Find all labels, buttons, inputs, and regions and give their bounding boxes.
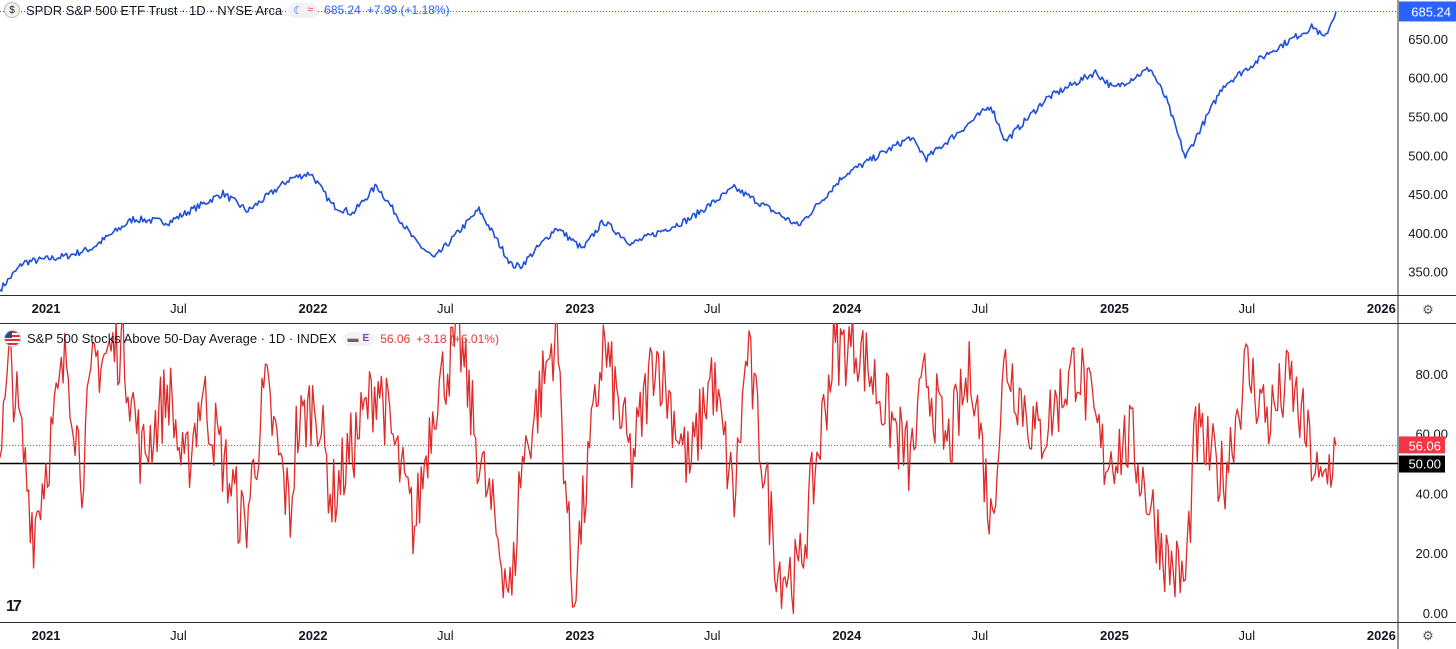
price-tick-label: 400.00 bbox=[1408, 226, 1448, 241]
price-tick-label: 500.00 bbox=[1408, 148, 1448, 163]
price-tick-label: 650.00 bbox=[1408, 32, 1448, 47]
time-tick-label: 2026 bbox=[1367, 628, 1396, 643]
time-tick-label: Jul bbox=[1238, 628, 1255, 643]
time-tick-label: Jul bbox=[704, 628, 721, 643]
us-flag-icon bbox=[4, 330, 21, 347]
breadth-legend: S&P 500 Stocks Above 50-Day Average · 1D… bbox=[4, 330, 499, 347]
price-legend: $ SPDR S&P 500 ETF Trust · 1D · NYSE Arc… bbox=[4, 2, 450, 18]
price-pane[interactable]: 350.00 400.00 450.00 500.00 550.00 600.00 650.… bbox=[0, 0, 1456, 295]
breadth-last-value: 56.06 bbox=[380, 331, 411, 346]
breadth-tick-label: 80.00 bbox=[1415, 367, 1448, 382]
price-tick-label: 600.00 bbox=[1408, 71, 1448, 86]
baseline-tag-box bbox=[1399, 455, 1445, 473]
minus-icon: ▬ bbox=[347, 332, 359, 345]
gear-icon[interactable]: ⚙ bbox=[1422, 628, 1434, 643]
price-tick-label: 350.00 bbox=[1408, 265, 1448, 280]
dollar-symbol-icon: $ bbox=[4, 2, 20, 18]
time-tick-label: 2026 bbox=[1367, 301, 1396, 316]
breadth-change: +3.18 (+6.01%) bbox=[416, 331, 499, 346]
time-axis-top[interactable]: 2021 Jul 2022 Jul 2023 Jul 2024 Jul 2025 Jul 2026 bbox=[0, 295, 1456, 323]
breadth-tick-label: 0.00 bbox=[1423, 606, 1448, 621]
time-tick-label: 2022 bbox=[299, 628, 328, 643]
value-tag-box bbox=[1399, 436, 1445, 454]
time-tick-label: 2025 bbox=[1100, 301, 1129, 316]
time-tick-label: Jul bbox=[704, 301, 721, 316]
price-change: +7.99 (+1.18%) bbox=[366, 3, 450, 17]
status-pill[interactable]: ☾ ≈ bbox=[288, 2, 319, 18]
time-tick-label: Jul bbox=[437, 301, 454, 316]
gear-icon[interactable]: ⚙ bbox=[1422, 302, 1434, 317]
price-tag-box bbox=[1399, 1, 1456, 22]
time-tick-label: 2023 bbox=[565, 628, 594, 643]
moon-icon: ☾ bbox=[293, 4, 304, 17]
price-last-value: 685.24 bbox=[324, 3, 361, 17]
time-tick-label: Jul bbox=[972, 628, 989, 643]
breadth-line[interactable] bbox=[0, 296, 1337, 615]
breadth-legend-title[interactable]: S&P 500 Stocks Above 50-Day Average · 1D… bbox=[27, 331, 337, 346]
delay-wave-icon: ≈ bbox=[307, 4, 314, 16]
baseline-tag-label: 50.00 bbox=[1408, 457, 1441, 472]
time-tick-label: Jul bbox=[1238, 301, 1255, 316]
breadth-tick-label: 20.00 bbox=[1415, 546, 1448, 561]
exchange-pill[interactable]: ▬ E bbox=[342, 331, 375, 346]
price-chart[interactable]: 350.00 400.00 450.00 500.00 550.00 600.00 650.… bbox=[0, 0, 1456, 295]
time-tick-label: 2021 bbox=[32, 301, 61, 316]
price-tick-label: 450.00 bbox=[1408, 187, 1448, 202]
time-tick-label: 2022 bbox=[299, 301, 328, 316]
time-tick-label: 2024 bbox=[832, 301, 862, 316]
breadth-tick-label: 40.00 bbox=[1415, 486, 1448, 501]
time-tick-label: 2023 bbox=[565, 301, 594, 316]
time-tick-label: Jul bbox=[972, 301, 989, 316]
time-tick-label: Jul bbox=[170, 628, 187, 643]
exchange-badge: E bbox=[362, 333, 370, 344]
time-tick-label: 2025 bbox=[1100, 628, 1129, 643]
value-tag-label: 56.06 bbox=[1408, 438, 1441, 453]
price-legend-title[interactable]: SPDR S&P 500 ETF Trust · 1D · NYSE Arca bbox=[26, 2, 283, 18]
time-tick-label: 2024 bbox=[832, 628, 862, 643]
price-tag-label: 685.24 bbox=[1411, 4, 1451, 19]
time-tick-label: 2021 bbox=[32, 628, 61, 643]
time-tick-label: Jul bbox=[170, 301, 187, 316]
spy-price-line[interactable] bbox=[0, 11, 1337, 292]
price-tick-label: 550.00 bbox=[1408, 109, 1448, 124]
breadth-pane[interactable]: 0.00 20.00 40.00 60.00 80.00 56.06 50.00 S&P 5… bbox=[0, 296, 1456, 622]
time-tick-label: Jul bbox=[437, 628, 454, 643]
tradingview-logo: 17 bbox=[6, 598, 22, 615]
time-axis-bottom[interactable]: 2021 Jul 2022 Jul 2023 Jul 2024 Jul 2025 Jul 2026 bbox=[0, 622, 1456, 649]
